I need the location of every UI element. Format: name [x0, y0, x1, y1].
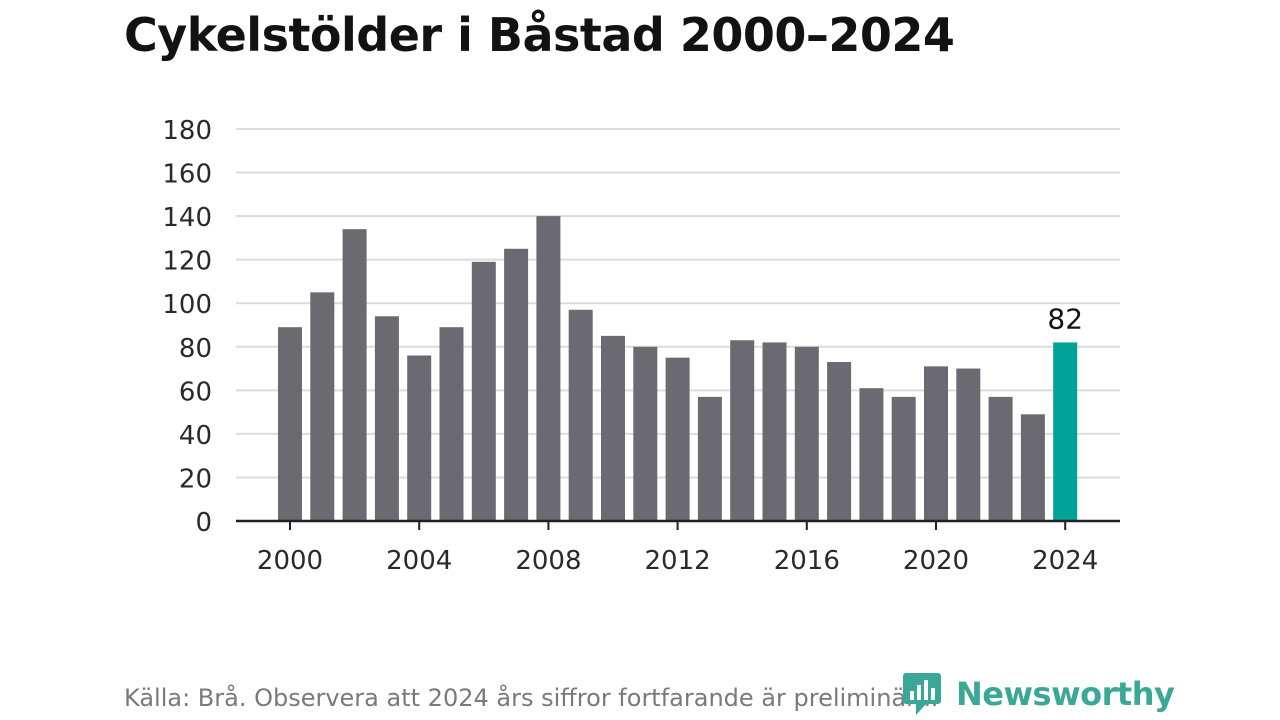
- y-tick-label: 180: [162, 116, 212, 146]
- bar-2016: [794, 346, 819, 521]
- bar-2008: [536, 216, 561, 521]
- y-tick-label: 80: [179, 334, 212, 364]
- bar-2003: [374, 316, 399, 521]
- bar-2007: [504, 248, 529, 521]
- y-axis-tick-labels: 0 20 40 60 80 100 120 140 160 180: [162, 116, 212, 538]
- y-tick-label: 40: [179, 421, 212, 451]
- x-tick-label: 2024: [1032, 546, 1098, 576]
- x-tick-label: 2012: [645, 546, 711, 576]
- y-tick-label: 120: [162, 247, 212, 277]
- bar-2014: [730, 340, 755, 521]
- y-tick-label: 100: [162, 290, 212, 320]
- y-tick-label: 20: [179, 464, 212, 494]
- x-tick-label: 2016: [774, 546, 840, 576]
- bar-2012: [665, 357, 690, 521]
- bar-2024: [1053, 342, 1078, 521]
- data-label-2024: 82: [1047, 302, 1083, 335]
- bar-2015: [762, 342, 787, 521]
- x-tick-label: 2000: [257, 546, 323, 576]
- bar-2013: [697, 396, 722, 521]
- bar-2009: [568, 309, 593, 521]
- bar-2005: [439, 327, 464, 521]
- y-tick-label: 60: [179, 377, 212, 407]
- x-tick-label: 2004: [386, 546, 452, 576]
- bar-2020: [924, 366, 948, 521]
- bar-2004: [407, 355, 432, 521]
- bar-2011: [633, 346, 658, 521]
- newsworthy-logo-icon: [903, 673, 941, 715]
- x-tick-label: 2020: [903, 546, 969, 576]
- bar-2010: [601, 335, 625, 521]
- bar-2006: [471, 261, 496, 521]
- brand-name: Newsworthy: [956, 675, 1175, 713]
- bar-2000: [278, 327, 302, 521]
- y-tick-label: 0: [195, 508, 212, 538]
- x-axis-tick-labels: 2000 2004 2008 2012 2016 2020 2024: [257, 546, 1098, 576]
- bar-2017: [827, 362, 852, 521]
- bar-2002: [342, 229, 367, 521]
- bars: [278, 216, 1078, 521]
- x-axis: [236, 519, 1120, 530]
- x-tick-label: 2008: [515, 546, 581, 576]
- data-labels: 82: [1047, 302, 1083, 335]
- y-tick-label: 160: [162, 160, 212, 190]
- bar-2018: [859, 388, 884, 521]
- brand-logo[interactable]: Newsworthy: [902, 670, 1175, 718]
- bar-2001: [310, 292, 335, 521]
- bar-2021: [956, 368, 981, 521]
- bar-2023: [1020, 414, 1045, 521]
- chart-title: Cykelstölder i Båstad 2000–2024: [124, 8, 955, 62]
- bar-2022: [988, 396, 1013, 521]
- y-tick-label: 140: [162, 203, 212, 233]
- source-note: Källa: Brå. Observera att 2024 års siffr…: [124, 684, 939, 712]
- bar-2019: [891, 396, 916, 521]
